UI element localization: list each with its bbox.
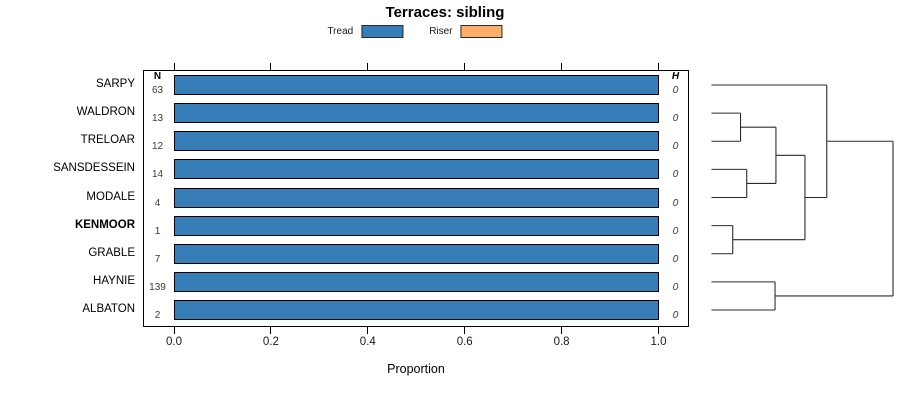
legend-item-riser: Riser <box>429 25 503 38</box>
legend-swatch-tread <box>361 25 404 38</box>
n-column-header: N <box>153 71 162 82</box>
bar-segment-tread <box>174 159 659 180</box>
x-tick-top <box>658 63 659 70</box>
legend: Tread Riser <box>327 25 503 38</box>
row-label-grable: GRABLE <box>88 246 135 259</box>
h-value: 0 <box>672 85 679 96</box>
x-tick-label: 0.6 <box>456 336 473 348</box>
n-value: 2 <box>154 310 161 321</box>
x-tick-label: 0.0 <box>166 336 182 348</box>
row-label-modale: MODALE <box>86 190 135 203</box>
x-tick-bottom <box>270 327 272 334</box>
row-label-sansdessein: SANSDESSEIN <box>53 162 135 175</box>
row-label-sarpy: SARPY <box>96 78 135 90</box>
h-value: 0 <box>672 225 679 237</box>
x-tick-label: 0.2 <box>262 336 279 348</box>
n-value: 1 <box>154 225 161 237</box>
bar-segment-tread <box>174 271 659 292</box>
chart-title: Terraces: sibling <box>385 4 505 21</box>
n-value: 12 <box>151 141 164 153</box>
bar-segment-tread <box>174 131 659 152</box>
x-tick-top <box>173 63 175 70</box>
h-column-header: H <box>671 71 680 82</box>
row-label-albaton: ALBATON <box>82 303 135 315</box>
x-tick-top <box>561 63 563 70</box>
n-value: 4 <box>154 197 161 209</box>
n-value: 13 <box>151 113 164 125</box>
row-label-haynie: HAYNIE <box>93 274 135 287</box>
h-value: 0 <box>672 169 679 181</box>
legend-label-tread: Tread <box>327 26 354 37</box>
bar-segment-tread <box>174 103 659 124</box>
n-value: 139 <box>149 281 166 293</box>
n-value: 63 <box>151 85 164 96</box>
bar-segment-tread <box>174 187 659 208</box>
bar-segment-tread <box>174 75 659 95</box>
x-tick-label: 1.0 <box>650 336 667 348</box>
h-value: 0 <box>672 310 679 321</box>
n-value: 14 <box>151 169 164 181</box>
legend-item-tread: Tread <box>327 25 404 38</box>
n-value: 7 <box>154 253 161 265</box>
h-value: 0 <box>672 113 679 125</box>
row-label-kenmoor: KENMOOR <box>74 218 135 231</box>
x-tick-bottom <box>561 327 563 334</box>
x-tick-top <box>270 63 272 70</box>
bar-segment-tread <box>174 243 659 264</box>
row-label-waldron: WALDRON <box>76 106 135 119</box>
x-tick-bottom <box>367 327 369 334</box>
row-label-treloar: TRELOAR <box>80 134 135 147</box>
h-value: 0 <box>672 197 679 209</box>
x-tick-bottom <box>464 327 466 334</box>
bar-segment-tread <box>174 300 659 320</box>
x-tick-top <box>464 63 466 70</box>
h-value: 0 <box>672 281 679 293</box>
x-tick-label: 0.4 <box>359 336 376 348</box>
bar-segment-tread <box>174 215 659 236</box>
h-value: 0 <box>672 141 679 153</box>
x-tick-top <box>367 63 369 70</box>
x-tick-bottom <box>658 327 659 334</box>
x-tick-label: 0.8 <box>553 336 570 348</box>
x-tick-bottom <box>173 327 175 334</box>
legend-swatch-riser <box>460 25 503 38</box>
legend-label-riser: Riser <box>429 26 453 37</box>
h-value: 0 <box>672 253 679 265</box>
x-axis-label: Proportion <box>387 362 445 376</box>
